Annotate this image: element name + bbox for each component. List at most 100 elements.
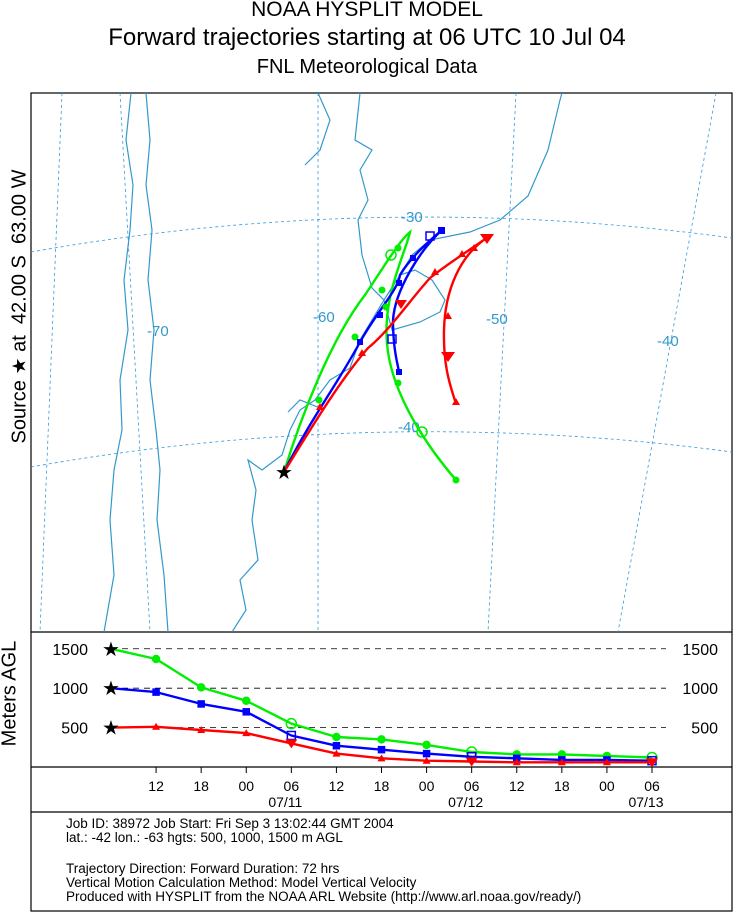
height-point	[152, 688, 160, 696]
graticule	[31, 93, 732, 632]
x-tick-label: 18	[554, 778, 570, 794]
height-point	[422, 749, 431, 758]
y-tick-label-left: 1000	[52, 681, 88, 698]
trajectory-1500m	[282, 228, 457, 481]
x-tick-label: 12	[329, 778, 345, 794]
height-point	[285, 739, 298, 749]
trajectory-500m	[282, 235, 489, 473]
marker	[316, 403, 324, 410]
height-point	[151, 654, 161, 664]
marker	[410, 255, 416, 261]
coastline	[383, 269, 446, 331]
height-point	[197, 700, 205, 708]
marker	[480, 234, 494, 244]
marker	[452, 398, 460, 405]
vertical-motion-info: Vertical Motion Calculation Method: Mode…	[66, 875, 417, 890]
source-info: lat.: -42 lon.: -63 hgts: 500, 1000, 150…	[66, 830, 343, 845]
height-point	[465, 757, 478, 767]
title-line-3: FNL Meteorological Data	[256, 56, 478, 78]
height-point	[377, 754, 386, 762]
x-tick-label: 00	[419, 778, 435, 794]
marker	[431, 268, 439, 275]
start-star-icon: ★	[102, 678, 120, 700]
x-tick-label: 06	[464, 778, 480, 794]
produced-info: Produced with HYSPLIT from the NOAA ARL …	[66, 889, 582, 904]
height-point	[332, 741, 341, 750]
source-star-icon: ★	[275, 462, 293, 484]
coastline	[145, 93, 169, 632]
marker	[315, 396, 323, 404]
lon-label: -40	[657, 333, 679, 350]
date-label: 07/11	[268, 794, 302, 810]
map-panel: -70 -60 -50 -40 -30 -40	[31, 93, 732, 632]
marker	[357, 339, 363, 345]
marker	[396, 280, 402, 286]
lon-label: -70	[147, 323, 169, 340]
trajectories	[282, 228, 489, 481]
marker	[377, 312, 383, 318]
marker	[438, 227, 445, 234]
height-panel: 500 500 1000 1000 1500 1500 12 18 00 06 12 18 00 06 1…	[52, 639, 718, 810]
marker	[394, 244, 402, 252]
title-line-1: NOAA HYSPLIT MODEL	[251, 0, 483, 21]
height-point	[557, 758, 566, 766]
y-tick-label-right: 1500	[682, 642, 718, 659]
direction-info: Trajectory Direction: Forward Duration: …	[66, 861, 340, 876]
height-point	[242, 696, 251, 706]
figure-frame	[30, 92, 733, 912]
marker	[458, 250, 466, 257]
height-point	[332, 749, 341, 757]
height-point	[242, 729, 251, 737]
x-tick-label: 00	[599, 778, 615, 794]
height-point	[377, 735, 386, 744]
marker	[396, 369, 402, 375]
marker	[387, 334, 397, 344]
height-point	[197, 725, 206, 733]
x-tick-label: 18	[374, 778, 390, 794]
y-axis-label: Meters AGL	[0, 640, 21, 747]
meridian-line	[119, 93, 151, 632]
date-label: 07/13	[628, 794, 663, 810]
height-point	[377, 745, 386, 754]
coastline	[103, 93, 563, 632]
height-point	[196, 683, 206, 692]
coastline	[103, 93, 134, 632]
height-point	[422, 756, 431, 764]
marker	[351, 333, 359, 341]
y-tick-label-right: 1000	[682, 681, 718, 698]
marker	[452, 476, 460, 484]
lat-label: -30	[401, 209, 423, 226]
marker	[358, 349, 366, 356]
coastline	[287, 399, 321, 413]
height-point	[152, 722, 161, 730]
meridian-line	[487, 93, 517, 632]
marker	[395, 300, 407, 309]
meridian-line	[39, 93, 63, 632]
lon-label: -50	[486, 311, 508, 328]
lon-label: -60	[313, 309, 335, 326]
height-point	[422, 740, 431, 750]
x-tick-label: 06	[644, 778, 660, 794]
marker	[416, 426, 428, 438]
date-label: 07/12	[448, 794, 483, 810]
y-tick-label-left: 500	[61, 721, 88, 738]
coastline	[304, 93, 331, 166]
y-tick-label-right: 500	[691, 721, 718, 738]
x-tick-label: 12	[148, 778, 164, 794]
marker	[470, 244, 478, 251]
x-tick-label: 12	[509, 778, 525, 794]
coastline	[231, 299, 385, 632]
height-point	[646, 758, 658, 768]
marker	[385, 249, 397, 261]
start-star-icon: ★	[102, 639, 120, 661]
height-point	[332, 732, 341, 742]
marker	[378, 286, 386, 294]
x-tick-label: 06	[284, 778, 300, 794]
height-point	[602, 758, 611, 766]
marker	[444, 312, 452, 319]
height-point	[512, 758, 521, 766]
job-info: Job ID: 38972 Job Start: Fri Sep 3 13:02…	[66, 816, 394, 831]
marker	[394, 379, 402, 387]
height-point	[285, 717, 298, 730]
